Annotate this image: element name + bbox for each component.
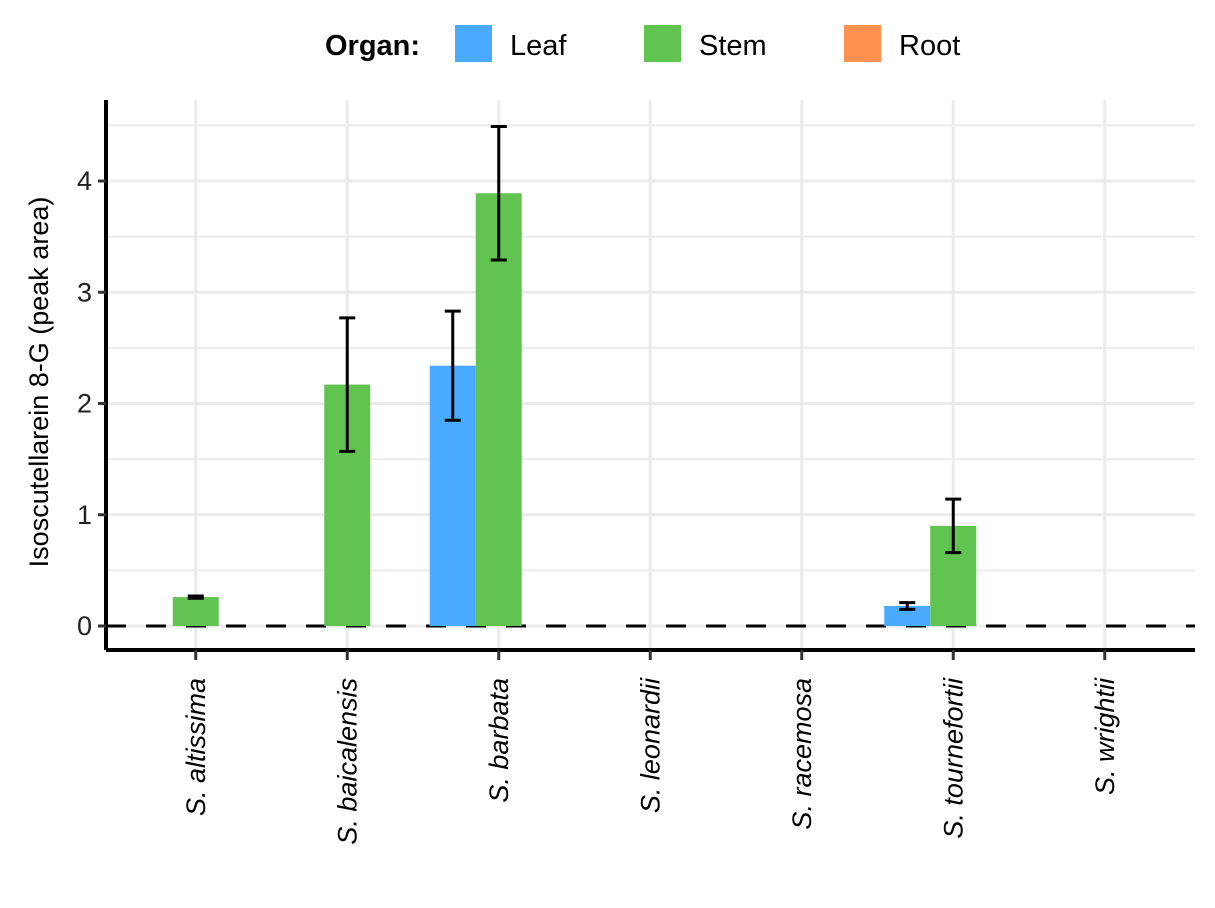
legend: Organ: Leaf Stem Root — [325, 25, 960, 62]
legend-key-leaf — [455, 25, 492, 62]
x-tick-label: S. leonardii — [635, 677, 665, 813]
legend-title: Organ: — [325, 30, 420, 62]
bar-stem — [475, 193, 522, 627]
x-tick-label: S. racemosa — [787, 678, 817, 830]
x-tick-label: S. altissima — [181, 678, 211, 816]
legend-label-stem: Stem — [699, 30, 767, 62]
x-ticks: S. altissima S. baicalensis S. barbata S. l… — [181, 650, 1120, 845]
y-ticks: 0 1 2 3 4 — [77, 166, 106, 641]
x-tick-label: S. baicalensis — [332, 678, 362, 845]
x-tick-label: S. wrightii — [1090, 677, 1120, 795]
legend-key-root — [844, 25, 881, 62]
y-tick-label: 0 — [77, 611, 92, 641]
bar-stem — [172, 597, 219, 626]
y-tick-label: 3 — [77, 277, 92, 307]
bar-leaf — [884, 605, 931, 626]
legend-label-root: Root — [899, 30, 960, 62]
y-axis-title: Isoscutellarein 8-G (peak area) — [24, 197, 54, 568]
legend-key-stem — [644, 25, 681, 62]
y-tick-label: 4 — [77, 166, 92, 196]
legend-label-leaf: Leaf — [510, 30, 567, 62]
grid — [106, 100, 1195, 650]
y-tick-label: 2 — [77, 389, 92, 419]
y-tick-label: 1 — [77, 500, 92, 530]
error-bars — [187, 124, 962, 611]
x-tick-label: S. tournefortii — [938, 677, 968, 839]
bars — [172, 193, 977, 627]
x-tick-label: S. barbata — [484, 678, 514, 803]
